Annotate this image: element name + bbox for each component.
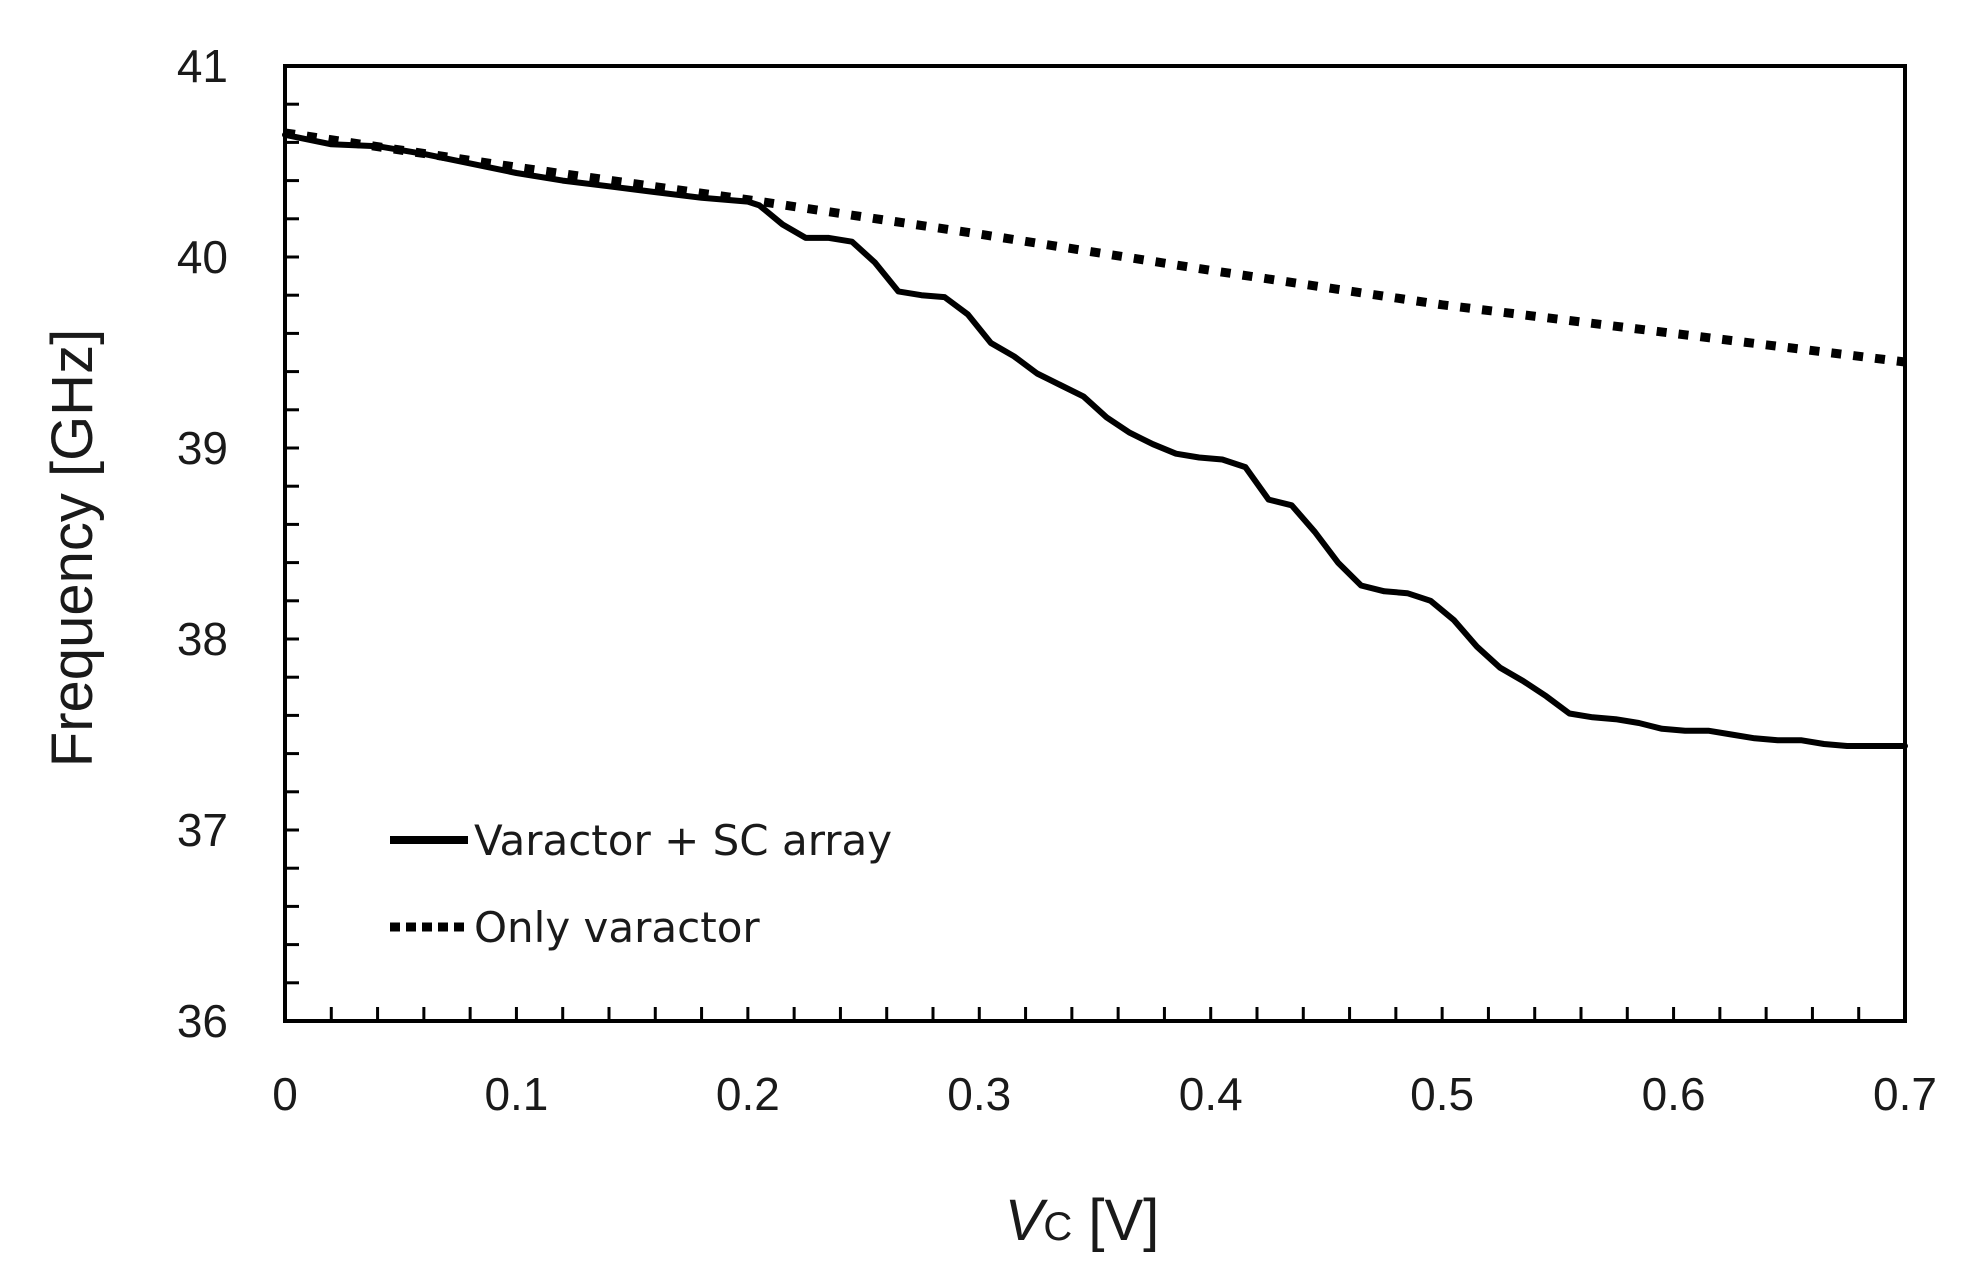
x-axis-title: VC [V]: [1005, 1188, 1160, 1253]
x-tick-label: 0.2: [716, 1068, 780, 1120]
minor-ticks: [285, 102, 1861, 1021]
x-tick-label: 0.4: [1179, 1068, 1243, 1120]
y-tick-label: 39: [177, 422, 228, 474]
plot-frame: [283, 64, 1907, 1023]
series-only-varactor-line: [284, 128, 1906, 367]
y-tick-label: 40: [177, 231, 228, 283]
legend-label-dotted: Only varactor: [474, 903, 760, 952]
x-tick-label: 0.1: [484, 1068, 548, 1120]
y-tick-label: 36: [177, 995, 228, 1047]
y-tick-label: 41: [177, 40, 228, 92]
y-axis-title: Frequency [GHz]: [40, 329, 105, 767]
x-axis-title-unit: [V]: [1072, 1188, 1159, 1253]
plot-area: [282, 64, 1908, 1023]
x-tick-label: 0.5: [1410, 1068, 1474, 1120]
x-axis-title-var: V: [1005, 1188, 1049, 1253]
x-tick-labels: 0 0.1 0.2 0.3 0.4 0.5 0.6 0.7: [272, 1068, 1937, 1120]
legend: Varactor + SC array Only varactor: [390, 816, 892, 952]
x-tick-label: 0: [272, 1068, 298, 1120]
y-tick-label: 37: [177, 804, 228, 856]
series-varactor-sc-array-line: [282, 131, 1908, 749]
x-axis-title-sub: C: [1043, 1205, 1072, 1249]
y-tick-label: 38: [177, 613, 228, 665]
x-tick-label: 0.3: [947, 1068, 1011, 1120]
x-tick-label: 0.7: [1873, 1068, 1937, 1120]
x-tick-label: 0.6: [1642, 1068, 1706, 1120]
y-tick-labels: 36 37 38 39 40 41: [177, 40, 228, 1047]
legend-label-solid: Varactor + SC array: [474, 816, 892, 865]
series-layer: [282, 128, 1908, 749]
